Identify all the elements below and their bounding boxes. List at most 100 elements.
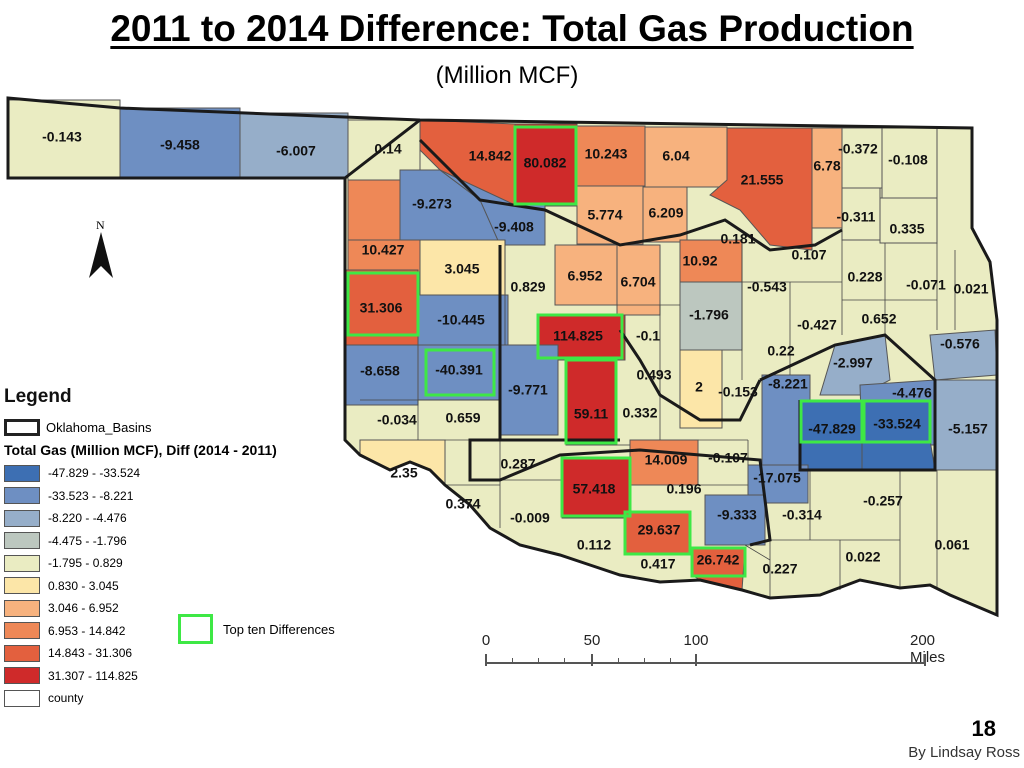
scale-minor-tick	[618, 658, 619, 664]
county-cell	[644, 126, 728, 188]
legend-basin-row: Oklahoma_Basins	[4, 416, 339, 438]
county-value-label: -33.524	[873, 416, 921, 432]
county-value-label: -40.391	[435, 362, 483, 378]
legend-swatch	[4, 554, 40, 572]
page-number: 18	[971, 716, 996, 741]
county-value-label: 3.045	[444, 261, 479, 277]
county-value-label: -8.221	[768, 376, 808, 392]
county-value-label: 6.704	[620, 274, 655, 290]
county-cell	[565, 359, 617, 446]
county-value-label: 59.11	[574, 406, 608, 422]
county-value-label: 0.332	[622, 405, 657, 421]
county-value-label: 0.417	[640, 556, 675, 572]
county-value-label: 0.196	[666, 481, 701, 497]
county-cell	[841, 187, 881, 241]
scale-label-0: 0	[481, 632, 491, 649]
county-value-label: 6.04	[662, 148, 689, 164]
top-ten-highlights	[346, 125, 932, 578]
county-cell	[347, 179, 401, 241]
legend-class-row: -8.220 - -4.476	[4, 507, 339, 530]
county-value-label: -0.576	[940, 336, 980, 352]
county-value-label: -0.071	[906, 277, 946, 293]
county-value-label: -0.257	[863, 493, 903, 509]
county-value-label: -0.107	[708, 450, 748, 466]
county-cell	[561, 457, 631, 519]
scale-line	[486, 662, 925, 664]
county-labels: -0.143 -9.458 -6.007 0.14 14.842 80.082 10.243…	[42, 129, 989, 577]
scale-label-100: 100	[683, 632, 709, 649]
basin-swatch	[4, 418, 40, 436]
top-ten-key: Top ten Differences	[178, 614, 335, 644]
north-label: N	[96, 218, 105, 232]
scale-minor-tick	[564, 658, 565, 664]
county-cell	[576, 185, 644, 245]
county-value-label: 0.112	[577, 537, 611, 553]
legend-class-label: county	[48, 691, 84, 706]
county-value-label: 5.774	[587, 207, 622, 223]
scale-tick	[695, 654, 697, 666]
scale-minor-tick	[512, 658, 513, 664]
scale-minor-tick	[644, 658, 645, 664]
county-value-label: -5.157	[948, 421, 988, 437]
scale-tick	[924, 654, 926, 666]
county-value-label: -0.314	[782, 507, 822, 523]
county-value-label: -17.075	[753, 470, 801, 486]
legend-field-label: Total Gas (Million MCF), Diff (2014 - 20…	[4, 442, 277, 458]
legend-class-label: -8.220 - -4.476	[48, 511, 127, 526]
county-value-label: -8.658	[360, 363, 400, 379]
slide-title: 2011 to 2014 Difference: Total Gas Produ…	[110, 8, 914, 49]
county-cell	[881, 127, 938, 199]
county-cell	[554, 244, 618, 306]
county-value-label: 10.427	[362, 242, 405, 258]
county-cell	[344, 269, 419, 346]
scale-tick	[485, 654, 487, 666]
scale-label-50: 50	[583, 632, 601, 649]
legend-swatch	[4, 509, 40, 527]
basin-label: Oklahoma_Basins	[46, 419, 152, 435]
county-value-label: 0.335	[889, 221, 924, 237]
county-value-label: -0.427	[797, 317, 837, 333]
legend-class-row: 3.046 - 6.952	[4, 597, 339, 620]
county-value-label: 0.652	[861, 311, 896, 327]
county-cell	[576, 125, 646, 187]
county-value-label: 80.082	[524, 155, 567, 171]
county-value-label: 10.92	[682, 253, 717, 269]
county-value-label: -0.153	[718, 384, 758, 400]
county-cell	[419, 239, 506, 296]
legend-class-row: 14.843 - 31.306	[4, 642, 339, 665]
county-cell	[841, 127, 883, 189]
county-value-label: 0.228	[847, 269, 882, 285]
county-cell	[879, 197, 938, 244]
county-value-label: -6.007	[276, 143, 316, 159]
legend-swatch	[4, 599, 40, 617]
county-cell	[616, 244, 661, 316]
legend-class-label: 14.843 - 31.306	[48, 646, 133, 661]
legend-swatch	[4, 667, 40, 685]
legend-swatch	[4, 464, 40, 482]
county-value-label: 57.418	[573, 481, 616, 497]
county-cell	[679, 239, 743, 283]
legend-class-row: 31.307 - 114.825	[4, 665, 339, 688]
county-value-label: 0.493	[636, 367, 671, 383]
county-value-label: 0.659	[445, 410, 480, 426]
county-value-label: -1.796	[689, 307, 729, 323]
county-cell	[642, 186, 688, 243]
north-arrow-icon	[89, 232, 113, 278]
legend-class-row: -4.475 - -1.796	[4, 530, 339, 553]
county-value-label: 114.825	[553, 328, 603, 344]
legend: Legend Oklahoma_Basins Total Gas (Millio…	[4, 386, 339, 710]
county-value-label: 10.243	[585, 146, 628, 162]
county-cell	[344, 344, 419, 406]
legend-classes: -47.829 - -33.524 -33.523 - -8.221 -8.220 …	[4, 462, 339, 710]
county-value-label: -0.009	[510, 510, 550, 526]
legend-title: Legend	[4, 386, 72, 407]
county-borders	[360, 240, 956, 598]
legend-class-row: -33.523 - -8.221	[4, 485, 339, 508]
county-value-label: -4.476	[892, 385, 932, 401]
county-value-label: -0.311	[837, 209, 876, 225]
county-value-label: 6.209	[648, 205, 683, 221]
legend-class-row: county	[4, 687, 339, 710]
county-cell	[679, 349, 723, 429]
county-value-label: 14.009	[645, 452, 688, 468]
